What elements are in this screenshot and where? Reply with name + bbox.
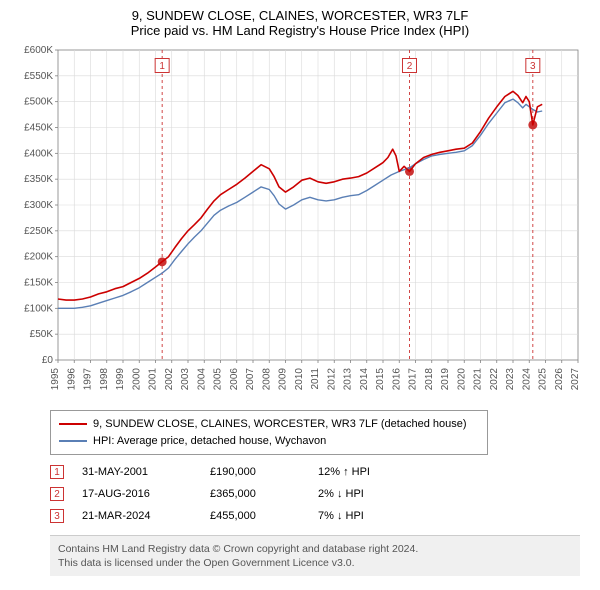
- svg-text:£600K: £600K: [24, 45, 53, 56]
- svg-text:2012: 2012: [326, 368, 337, 391]
- svg-text:£200K: £200K: [24, 252, 53, 263]
- svg-text:1999: 1999: [115, 368, 126, 391]
- svg-text:2025: 2025: [538, 368, 549, 391]
- event-badge: 1: [50, 465, 64, 479]
- svg-text:2009: 2009: [278, 368, 289, 391]
- events-row: 2 17-AUG-2016 £365,000 2% ↓ HPI: [50, 483, 580, 505]
- svg-text:£300K: £300K: [24, 200, 53, 211]
- svg-text:2005: 2005: [213, 368, 224, 391]
- legend-swatch: [59, 440, 87, 442]
- event-date: 21-MAR-2024: [82, 510, 192, 522]
- svg-text:2013: 2013: [343, 368, 354, 391]
- event-date: 17-AUG-2016: [82, 488, 192, 500]
- svg-text:2000: 2000: [131, 368, 142, 391]
- svg-text:2010: 2010: [294, 368, 305, 391]
- legend-row: HPI: Average price, detached house, Wych…: [59, 433, 479, 450]
- svg-text:2008: 2008: [261, 368, 272, 391]
- svg-text:£550K: £550K: [24, 71, 53, 82]
- event-pct: 2% ↓ HPI: [318, 488, 428, 500]
- events-row: 3 21-MAR-2024 £455,000 7% ↓ HPI: [50, 505, 580, 527]
- svg-text:£250K: £250K: [24, 226, 53, 237]
- chart-container: 9, SUNDEW CLOSE, CLAINES, WORCESTER, WR3…: [0, 0, 600, 586]
- svg-text:2020: 2020: [456, 368, 467, 391]
- svg-text:1995: 1995: [50, 368, 61, 391]
- event-badge: 3: [50, 509, 64, 523]
- svg-text:2004: 2004: [196, 368, 207, 391]
- svg-text:£450K: £450K: [24, 123, 53, 134]
- svg-text:2: 2: [407, 61, 413, 72]
- svg-text:2014: 2014: [359, 368, 370, 391]
- attribution: Contains HM Land Registry data © Crown c…: [50, 535, 580, 576]
- svg-text:2001: 2001: [148, 368, 159, 391]
- svg-text:2027: 2027: [570, 368, 581, 391]
- svg-text:2016: 2016: [391, 368, 402, 391]
- event-price: £365,000: [210, 488, 300, 500]
- legend-swatch: [59, 423, 87, 425]
- svg-text:2024: 2024: [521, 368, 532, 391]
- title-block: 9, SUNDEW CLOSE, CLAINES, WORCESTER, WR3…: [10, 8, 590, 38]
- svg-text:2003: 2003: [180, 368, 191, 391]
- svg-text:2017: 2017: [408, 368, 419, 391]
- svg-text:3: 3: [530, 61, 536, 72]
- svg-text:2022: 2022: [489, 368, 500, 391]
- svg-text:£500K: £500K: [24, 97, 53, 108]
- event-price: £455,000: [210, 510, 300, 522]
- svg-text:1996: 1996: [66, 368, 77, 391]
- event-pct: 12% ↑ HPI: [318, 466, 428, 478]
- legend-row: 9, SUNDEW CLOSE, CLAINES, WORCESTER, WR3…: [59, 416, 479, 433]
- svg-text:£350K: £350K: [24, 174, 53, 185]
- legend: 9, SUNDEW CLOSE, CLAINES, WORCESTER, WR3…: [50, 410, 488, 455]
- svg-text:2023: 2023: [505, 368, 516, 391]
- svg-text:1997: 1997: [83, 368, 94, 391]
- svg-text:2018: 2018: [424, 368, 435, 391]
- svg-text:1998: 1998: [99, 368, 110, 391]
- event-date: 31-MAY-2001: [82, 466, 192, 478]
- events-table: 1 31-MAY-2001 £190,000 12% ↑ HPI 2 17-AU…: [50, 461, 580, 527]
- svg-text:2019: 2019: [440, 368, 451, 391]
- svg-text:2015: 2015: [375, 368, 386, 391]
- svg-text:£150K: £150K: [24, 278, 53, 289]
- title-address: 9, SUNDEW CLOSE, CLAINES, WORCESTER, WR3…: [10, 8, 590, 23]
- attribution-line: Contains HM Land Registry data © Crown c…: [58, 542, 572, 556]
- title-subtitle: Price paid vs. HM Land Registry's House …: [10, 23, 590, 38]
- svg-text:£400K: £400K: [24, 148, 53, 159]
- svg-text:2021: 2021: [473, 368, 484, 391]
- legend-label: HPI: Average price, detached house, Wych…: [93, 433, 326, 450]
- svg-text:1: 1: [159, 61, 165, 72]
- attribution-line: This data is licensed under the Open Gov…: [58, 556, 572, 570]
- events-row: 1 31-MAY-2001 £190,000 12% ↑ HPI: [50, 461, 580, 483]
- event-pct: 7% ↓ HPI: [318, 510, 428, 522]
- svg-text:2006: 2006: [229, 368, 240, 391]
- svg-text:£0: £0: [42, 355, 54, 366]
- chart-svg: £0 £50K £100K £150K £200K £250K £300K £350K £400…: [10, 42, 590, 402]
- svg-text:2007: 2007: [245, 368, 256, 391]
- legend-label: 9, SUNDEW CLOSE, CLAINES, WORCESTER, WR3…: [93, 416, 467, 433]
- event-badge: 2: [50, 487, 64, 501]
- svg-text:£50K: £50K: [30, 329, 54, 340]
- svg-text:2011: 2011: [310, 368, 321, 390]
- chart: £0 £50K £100K £150K £200K £250K £300K £350K £400…: [10, 42, 590, 402]
- svg-text:2002: 2002: [164, 368, 175, 391]
- event-price: £190,000: [210, 466, 300, 478]
- svg-text:2026: 2026: [554, 368, 565, 391]
- svg-text:£100K: £100K: [24, 303, 53, 314]
